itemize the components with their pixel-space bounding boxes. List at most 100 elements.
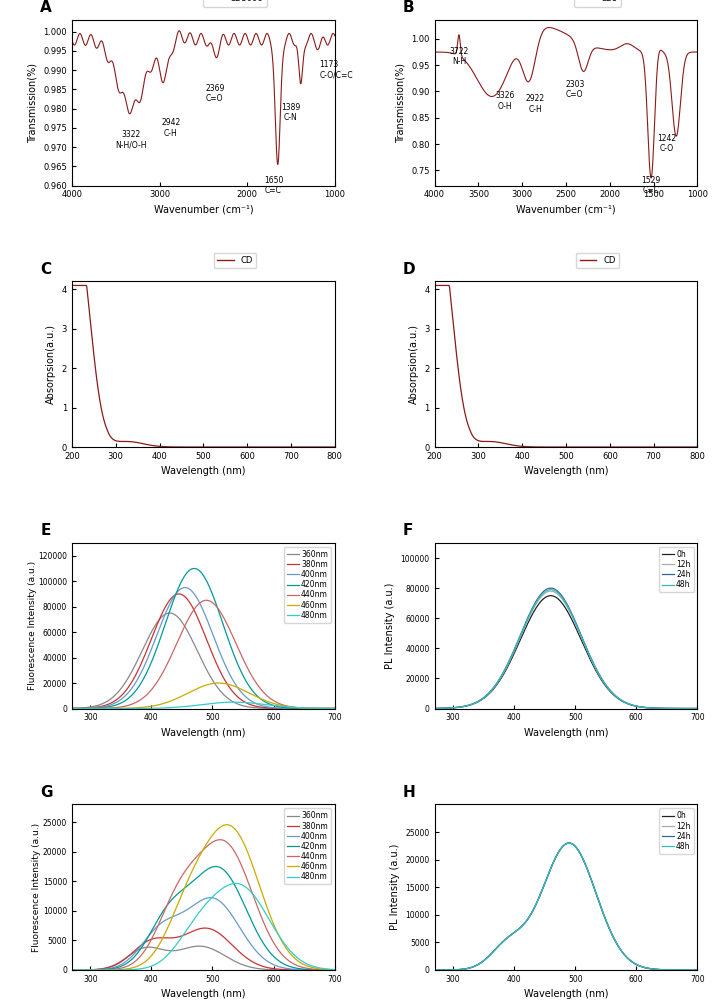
48h — [638, 701, 647, 713]
420nm — [135, 945, 144, 957]
380nm — [111, 959, 119, 971]
480nm — [78, 703, 86, 715]
420nm — [111, 962, 119, 974]
460nm — [116, 702, 125, 714]
Y-axis label: Transmission(%): Transmission(%) — [395, 63, 406, 143]
400nm — [135, 670, 144, 682]
440nm — [78, 702, 86, 714]
400nm — [78, 702, 86, 714]
360nm — [195, 940, 203, 952]
Line: 0h: 0h — [434, 596, 697, 709]
0h — [638, 961, 647, 973]
Line: 0h: 0h — [434, 843, 697, 970]
Legend: CD3006: CD3006 — [203, 0, 267, 7]
400nm — [78, 964, 86, 976]
48h — [430, 702, 439, 714]
480nm — [232, 877, 240, 889]
400nm — [135, 942, 144, 954]
Text: H: H — [403, 785, 416, 800]
X-axis label: Wavelength (nm): Wavelength (nm) — [523, 989, 608, 999]
360nm — [116, 683, 125, 695]
Line: 440nm: 440nm — [72, 600, 335, 708]
380nm — [116, 956, 125, 968]
24h — [498, 937, 506, 949]
440nm — [78, 964, 86, 976]
0h — [516, 634, 525, 646]
400nm — [331, 964, 339, 976]
380nm — [276, 963, 285, 975]
420nm — [331, 964, 339, 976]
360nm — [331, 703, 339, 715]
48h — [498, 937, 506, 949]
460nm — [214, 677, 223, 689]
Legend: CD: CD — [214, 253, 256, 268]
12h — [564, 837, 573, 849]
12h — [474, 959, 482, 971]
Legend: 0h, 12h, 24h, 48h: 0h, 12h, 24h, 48h — [659, 808, 694, 854]
Text: C: C — [40, 262, 52, 277]
12h — [498, 937, 506, 949]
440nm — [331, 964, 339, 976]
Line: 380nm: 380nm — [72, 594, 335, 709]
400nm — [111, 961, 119, 973]
12h — [546, 585, 555, 597]
X-axis label: Wavelength (nm): Wavelength (nm) — [161, 989, 246, 999]
24h — [440, 964, 449, 976]
0h — [480, 692, 488, 704]
Y-axis label: PL Intensity (a.u.): PL Intensity (a.u.) — [385, 583, 395, 669]
Legend: CD: CD — [577, 253, 619, 268]
12h — [516, 922, 525, 934]
24h — [638, 701, 647, 713]
440nm — [135, 952, 144, 964]
400nm — [153, 920, 162, 932]
460nm — [276, 932, 285, 944]
420nm — [211, 860, 220, 872]
Text: 3722
N-H: 3722 N-H — [449, 47, 469, 66]
380nm — [111, 695, 119, 707]
12h — [693, 703, 702, 715]
0h — [440, 964, 449, 976]
480nm — [276, 700, 285, 712]
Line: 460nm: 460nm — [72, 683, 335, 709]
480nm — [116, 964, 125, 976]
400nm — [181, 582, 190, 594]
0h — [498, 937, 506, 949]
360nm — [78, 702, 86, 714]
12h — [480, 955, 488, 967]
Line: 400nm: 400nm — [72, 898, 335, 970]
380nm — [331, 964, 339, 976]
48h — [516, 630, 525, 642]
Line: 360nm: 360nm — [72, 613, 335, 709]
12h — [430, 702, 439, 714]
Text: 1389
C-N: 1389 C-N — [281, 103, 301, 122]
Y-axis label: Absorpsion(a.u.): Absorpsion(a.u.) — [46, 324, 56, 404]
480nm — [135, 963, 144, 975]
48h — [440, 964, 449, 976]
X-axis label: Wavenumber (cm⁻¹): Wavenumber (cm⁻¹) — [516, 205, 616, 215]
360nm — [68, 702, 76, 714]
Line: 12h: 12h — [434, 591, 697, 709]
0h — [516, 922, 525, 934]
X-axis label: Wavelength (nm): Wavelength (nm) — [523, 466, 608, 476]
X-axis label: Wavelength (nm): Wavelength (nm) — [161, 466, 246, 476]
24h — [440, 702, 449, 714]
400nm — [111, 697, 119, 709]
48h — [498, 669, 506, 681]
420nm — [116, 960, 125, 972]
Line: 24h: 24h — [434, 588, 697, 709]
420nm — [78, 964, 86, 976]
380nm — [78, 702, 86, 714]
Text: 1529
C=C: 1529 C=C — [641, 176, 661, 195]
X-axis label: Wavelength (nm): Wavelength (nm) — [523, 728, 608, 738]
460nm — [223, 819, 232, 831]
48h — [474, 959, 482, 971]
400nm — [116, 693, 125, 705]
Text: 2922
C-H: 2922 C-H — [526, 94, 545, 114]
Text: B: B — [403, 0, 415, 15]
48h — [440, 702, 449, 714]
460nm — [78, 703, 86, 715]
Text: 1650
C=C: 1650 C=C — [264, 176, 283, 195]
48h — [693, 964, 702, 976]
360nm — [78, 964, 86, 976]
380nm — [153, 617, 162, 629]
